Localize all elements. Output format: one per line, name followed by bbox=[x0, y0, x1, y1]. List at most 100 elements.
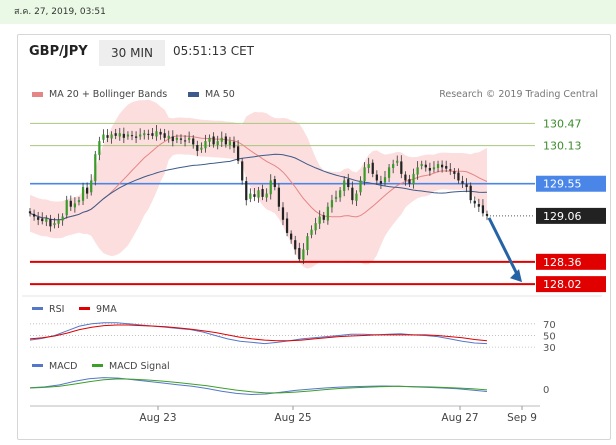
candle bbox=[408, 174, 411, 188]
candle-body bbox=[151, 133, 154, 136]
candle bbox=[179, 134, 183, 145]
candle bbox=[367, 157, 370, 174]
candle bbox=[387, 164, 391, 183]
candle-body bbox=[404, 174, 407, 181]
candle-body bbox=[73, 203, 76, 208]
candle-body bbox=[277, 187, 281, 207]
candle-body bbox=[330, 200, 334, 208]
candle-body bbox=[171, 136, 174, 142]
candle bbox=[171, 130, 174, 147]
level-pivot-2-tag bbox=[536, 175, 606, 192]
candle bbox=[465, 178, 468, 193]
candle bbox=[106, 128, 109, 143]
projection-arrow-head bbox=[510, 269, 522, 283]
candle-body bbox=[408, 179, 411, 184]
candle-body bbox=[245, 181, 248, 201]
candle-body bbox=[400, 161, 403, 174]
candle-body bbox=[261, 188, 264, 197]
candle bbox=[294, 235, 297, 255]
candle bbox=[269, 174, 272, 200]
candle-body bbox=[126, 134, 130, 137]
candle bbox=[167, 130, 170, 143]
candle-body bbox=[57, 219, 60, 224]
x-tick-label: Aug 27 bbox=[441, 412, 478, 424]
macd-legend: MACD MACD Signal bbox=[32, 361, 170, 372]
candle-body bbox=[485, 213, 489, 216]
candle-body bbox=[424, 164, 427, 168]
x-tick-label: Aug 23 bbox=[139, 412, 176, 424]
candle bbox=[28, 208, 32, 217]
ma9-legend-label: 9MA bbox=[96, 304, 117, 315]
candle-body bbox=[159, 131, 162, 135]
rsi-line bbox=[29, 322, 488, 345]
candle bbox=[94, 150, 97, 186]
price-legend: MA 20 + Bollinger Bands MA 50 Research ©… bbox=[32, 89, 598, 100]
candle-body bbox=[102, 134, 105, 140]
candle bbox=[261, 184, 264, 201]
candle-body bbox=[326, 206, 329, 221]
candle-body bbox=[114, 133, 117, 136]
candle bbox=[32, 209, 36, 221]
candle-body bbox=[257, 190, 260, 198]
candle bbox=[151, 127, 154, 140]
candle bbox=[330, 194, 334, 213]
candle bbox=[355, 190, 358, 207]
candle bbox=[220, 131, 223, 147]
candle-body bbox=[134, 136, 138, 138]
candle bbox=[49, 214, 52, 232]
candle bbox=[37, 211, 40, 226]
candle-body bbox=[118, 133, 121, 137]
candle-body bbox=[220, 137, 223, 142]
candle-body bbox=[49, 219, 52, 227]
timeframe-selector[interactable]: 30 MIN bbox=[99, 40, 165, 66]
candle-body bbox=[371, 162, 374, 174]
candle bbox=[302, 243, 305, 265]
signal-legend-swatch bbox=[92, 364, 103, 367]
candle-body bbox=[436, 164, 440, 168]
candle bbox=[424, 160, 427, 172]
candle bbox=[404, 171, 407, 186]
candle bbox=[110, 131, 113, 144]
candle bbox=[98, 136, 101, 161]
candle bbox=[473, 196, 476, 208]
candle-body bbox=[94, 154, 97, 182]
candle bbox=[257, 187, 260, 203]
candle-body bbox=[469, 185, 472, 201]
candle-body bbox=[110, 134, 113, 139]
candle bbox=[392, 159, 395, 174]
candle bbox=[351, 181, 354, 205]
candle-body bbox=[465, 184, 468, 188]
candle bbox=[457, 168, 460, 184]
candle bbox=[200, 142, 203, 153]
candle bbox=[175, 134, 179, 144]
candle-body bbox=[461, 181, 464, 184]
candle-body bbox=[322, 215, 325, 220]
candle bbox=[306, 232, 309, 256]
candle bbox=[400, 155, 403, 179]
candle bbox=[265, 188, 268, 202]
candle-body bbox=[298, 248, 301, 260]
rsi-legend-label: RSI bbox=[49, 304, 64, 315]
price-panel: 130.47 130.13 129.55 129.06 128.36 128.02 bbox=[28, 99, 606, 293]
candle bbox=[90, 174, 93, 196]
candle bbox=[281, 202, 285, 226]
candle-body bbox=[355, 193, 358, 201]
signal-legend-label: MACD Signal bbox=[109, 361, 170, 372]
candle bbox=[236, 140, 240, 165]
candle-body bbox=[367, 164, 370, 168]
candle-body bbox=[224, 136, 227, 145]
date-bar: ส.ค. 27, 2019, 03:51 bbox=[0, 0, 616, 24]
candle-body bbox=[306, 236, 309, 251]
candle bbox=[130, 130, 134, 141]
candle bbox=[122, 127, 125, 144]
candle-body bbox=[477, 204, 480, 207]
candle bbox=[204, 134, 207, 153]
candle-body bbox=[249, 193, 252, 199]
candle bbox=[228, 136, 232, 150]
candle-body bbox=[236, 146, 240, 161]
candle bbox=[73, 197, 76, 213]
candle-body bbox=[351, 187, 354, 201]
candle-body bbox=[77, 200, 81, 203]
candle bbox=[428, 162, 431, 176]
